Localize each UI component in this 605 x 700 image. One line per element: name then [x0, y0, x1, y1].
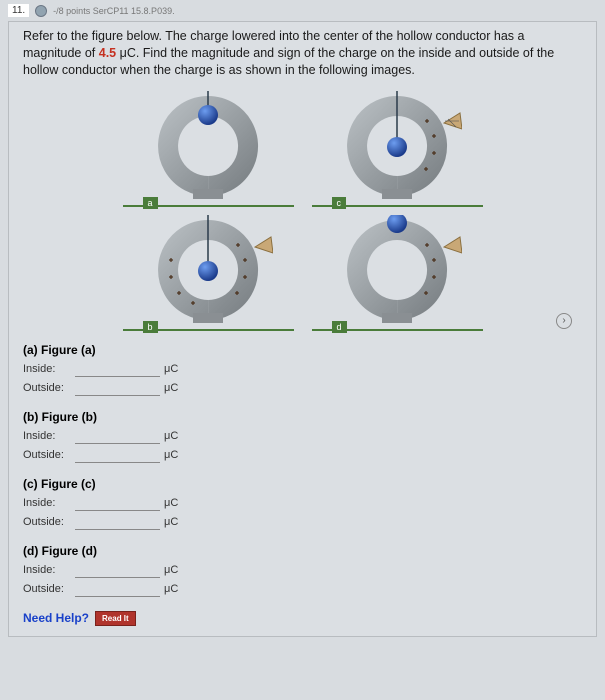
unit: μC	[164, 516, 178, 528]
label-bar-a: a	[123, 205, 294, 207]
label-bar-b: b	[123, 329, 294, 331]
need-help-text: Need Help?	[23, 611, 89, 625]
figure-d: d	[312, 215, 483, 331]
unit: μC	[164, 363, 178, 375]
unit: μC	[164, 564, 178, 576]
question-text: Refer to the figure below. The charge lo…	[23, 28, 582, 79]
unit: μC	[164, 497, 178, 509]
input-c-outside[interactable]	[75, 514, 160, 530]
figure-a: a	[123, 91, 294, 207]
unit: μC	[164, 449, 178, 461]
answer-parts: (a) Figure (a) Inside: μC Outside: μC (b) …	[23, 343, 582, 597]
input-d-outside[interactable]	[75, 581, 160, 597]
part-d: (d) Figure (d) Inside: μC Outside: μC	[23, 544, 582, 597]
part-c: (c) Figure (c) Inside: μC Outside: μC	[23, 477, 582, 530]
label-inside: Inside:	[23, 430, 75, 442]
ring-svg-a	[143, 91, 273, 201]
need-help: Need Help? Read It	[23, 611, 582, 626]
input-b-inside[interactable]	[75, 428, 160, 444]
info-icon	[35, 5, 47, 17]
read-it-button[interactable]: Read It	[95, 611, 136, 626]
unit: μC	[164, 382, 178, 394]
unit: μC	[164, 583, 178, 595]
label-outside: Outside:	[23, 583, 75, 595]
label-outside: Outside:	[23, 516, 75, 528]
question-header: 11. -/8 points SerCP11 15.8.P039.	[8, 4, 597, 17]
input-a-outside[interactable]	[75, 380, 160, 396]
input-c-inside[interactable]	[75, 495, 160, 511]
part-a: (a) Figure (a) Inside: μC Outside: μC	[23, 343, 582, 396]
figure-b: b	[123, 215, 294, 331]
label-bar-c: c	[312, 205, 483, 207]
part-c-title: (c) Figure (c)	[23, 477, 582, 491]
label-inside: Inside:	[23, 497, 75, 509]
label-inside: Inside:	[23, 564, 75, 576]
next-icon[interactable]: ›	[556, 313, 572, 329]
unit: μC	[164, 430, 178, 442]
question-number: 11.	[8, 4, 29, 17]
points-text: -/8 points SerCP11 15.8.P039.	[53, 6, 174, 16]
part-a-title: (a) Figure (a)	[23, 343, 582, 357]
part-d-title: (d) Figure (d)	[23, 544, 582, 558]
label-outside: Outside:	[23, 449, 75, 461]
highlight-value: 4.5	[99, 46, 116, 60]
label-c: c	[332, 197, 347, 209]
input-a-inside[interactable]	[75, 361, 160, 377]
label-a: a	[143, 197, 158, 209]
input-d-inside[interactable]	[75, 562, 160, 578]
label-bar-d: d	[312, 329, 483, 331]
ring-svg-c	[332, 91, 462, 201]
label-b: b	[143, 321, 158, 333]
part-b: (b) Figure (b) Inside: μC Outside: μC	[23, 410, 582, 463]
input-b-outside[interactable]	[75, 447, 160, 463]
label-d: d	[332, 321, 347, 333]
question-content: Refer to the figure below. The charge lo…	[8, 21, 597, 637]
label-inside: Inside:	[23, 363, 75, 375]
label-outside: Outside:	[23, 382, 75, 394]
ring-svg-d	[332, 215, 462, 325]
figure-c: c	[312, 91, 483, 207]
ring-svg-b	[143, 215, 273, 325]
figure-grid: a	[123, 91, 483, 331]
part-b-title: (b) Figure (b)	[23, 410, 582, 424]
